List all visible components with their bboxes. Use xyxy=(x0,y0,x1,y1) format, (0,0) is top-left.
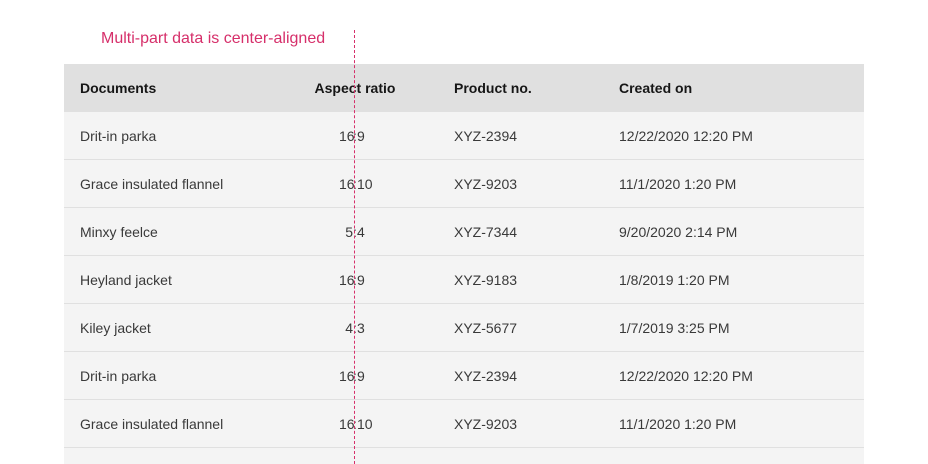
aspect-ratio-value: 16:10 xyxy=(339,175,373,192)
cell-aspect-ratio: 5:4 xyxy=(314,208,396,255)
table-row[interactable]: Drit-in parka 16:9 XYZ-2394 12/22/2020 12:2… xyxy=(64,352,864,400)
annotation-label: Multi-part data is center-aligned xyxy=(101,30,326,47)
table-row[interactable]: Grace insulated flannel 16:10 XYZ-9203 11/1… xyxy=(64,400,864,448)
cell-created-on: 11/1/2020 1:20 PM xyxy=(619,175,737,192)
cell-document: Drit-in parka xyxy=(80,127,157,144)
table-row[interactable]: Drit-in parka 16:9 XYZ-2394 12/22/2020 12:2… xyxy=(64,112,864,160)
table-row[interactable]: Grace insulated flannel 16:10 XYZ-9203 11/1… xyxy=(64,160,864,208)
cell-product-no: XYZ-9183 xyxy=(454,271,518,288)
aspect-width: 4 xyxy=(345,319,353,336)
aspect-height: 9 xyxy=(357,367,365,384)
aspect-ratio-value: 16:9 xyxy=(339,368,371,384)
aspect-width: 16 xyxy=(339,271,355,288)
cell-document: Heyland jacket xyxy=(80,271,172,288)
aspect-ratio-value: 16:10 xyxy=(339,415,373,432)
cell-aspect-ratio: 16:9 xyxy=(314,256,396,303)
cell-document: Drit-in parka xyxy=(80,367,157,384)
aspect-height: 3 xyxy=(357,319,365,336)
cell-product-no: XYZ-9203 xyxy=(454,175,518,192)
aspect-height: 9 xyxy=(357,127,365,144)
table-body: Drit-in parka 16:9 XYZ-2394 12/22/2020 12:2… xyxy=(64,112,864,448)
aspect-height: 10 xyxy=(357,175,373,192)
cell-product-no: XYZ-2394 xyxy=(454,367,518,384)
cell-aspect-ratio: 16:10 xyxy=(314,160,396,207)
cell-aspect-ratio: 16:9 xyxy=(314,352,396,399)
column-header-created-on[interactable]: Created on xyxy=(619,80,693,96)
cell-aspect-ratio: 4:3 xyxy=(314,304,396,351)
aspect-ratio-value: 5:4 xyxy=(339,224,371,240)
cell-document: Grace insulated flannel xyxy=(80,415,224,432)
cell-document: Minxy feelce xyxy=(80,223,158,240)
column-header-aspect-ratio[interactable]: Aspect ratio xyxy=(314,80,396,96)
aspect-ratio-value: 16:9 xyxy=(339,272,371,288)
center-alignment-guide xyxy=(354,30,355,464)
aspect-width: 5 xyxy=(345,223,353,240)
aspect-width: 16 xyxy=(339,415,355,432)
data-table: Documents Aspect ratio Product no. Creat… xyxy=(64,64,864,464)
cell-aspect-ratio: 16:9 xyxy=(314,112,396,159)
aspect-height: 4 xyxy=(357,223,365,240)
aspect-ratio-value: 16:9 xyxy=(339,128,371,144)
cell-document: Grace insulated flannel xyxy=(80,175,224,192)
cell-created-on: 1/7/2019 3:25 PM xyxy=(619,319,730,336)
cell-document: Kiley jacket xyxy=(80,319,151,336)
aspect-width: 16 xyxy=(339,367,355,384)
aspect-height: 9 xyxy=(357,271,365,288)
aspect-width: 16 xyxy=(339,127,355,144)
cell-created-on: 11/1/2020 1:20 PM xyxy=(619,415,737,432)
cell-aspect-ratio: 16:10 xyxy=(314,400,396,447)
cell-product-no: XYZ-7344 xyxy=(454,223,518,240)
aspect-ratio-value: 4:3 xyxy=(339,320,371,336)
cell-created-on: 12/22/2020 12:20 PM xyxy=(619,367,753,384)
cell-created-on: 1/8/2019 1:20 PM xyxy=(619,271,730,288)
aspect-width: 16 xyxy=(339,175,355,192)
table-header-row: Documents Aspect ratio Product no. Creat… xyxy=(64,64,864,112)
cell-product-no: XYZ-5677 xyxy=(454,319,518,336)
table-row-partial xyxy=(64,448,864,464)
column-header-documents[interactable]: Documents xyxy=(80,80,157,96)
cell-product-no: XYZ-2394 xyxy=(454,127,518,144)
table-row[interactable]: Minxy feelce 5:4 XYZ-7344 9/20/2020 2:14 PM xyxy=(64,208,864,256)
aspect-height: 10 xyxy=(357,415,373,432)
cell-created-on: 12/22/2020 12:20 PM xyxy=(619,127,753,144)
table-row[interactable]: Heyland jacket 16:9 XYZ-9183 1/8/2019 1:20 … xyxy=(64,256,864,304)
cell-product-no: XYZ-9203 xyxy=(454,415,518,432)
table-row[interactable]: Kiley jacket 4:3 XYZ-5677 1/7/2019 3:25 PM xyxy=(64,304,864,352)
column-header-product-no[interactable]: Product no. xyxy=(454,80,532,96)
cell-created-on: 9/20/2020 2:14 PM xyxy=(619,223,738,240)
